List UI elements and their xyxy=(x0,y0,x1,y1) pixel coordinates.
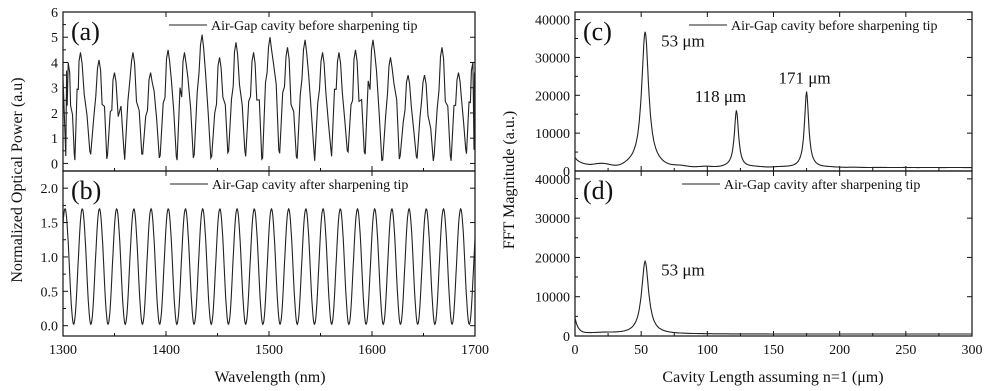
x-tick-label: 1500 xyxy=(255,343,283,358)
y-tick-label: 40000 xyxy=(535,173,570,188)
panel-label: (c) xyxy=(583,17,612,46)
x-tick-label: 1700 xyxy=(461,343,489,358)
y-tick-label: 0 xyxy=(563,330,570,345)
y-tick-label: 4 xyxy=(51,56,58,71)
y-tick-label: 2.0 xyxy=(41,182,59,197)
legend-label: Air-Gap cavity before sharpening tip xyxy=(731,19,938,34)
y-tick-label: 2 xyxy=(51,107,58,122)
y-tick-label: 10000 xyxy=(535,291,570,306)
series-line xyxy=(575,259,972,335)
x-tick-label: 1600 xyxy=(358,343,386,358)
peak-annotation: 53 μm xyxy=(661,260,705,279)
y-tick-label: 0.0 xyxy=(41,320,59,335)
x-axis-label-left: Wavelength (nm) xyxy=(214,369,325,386)
panel-label: (a) xyxy=(71,17,100,46)
chart-panel-b: 0.0 0.5 1.0 1.5 2.0 1300 1400 1500 1600 1700 (b) Ai… xyxy=(41,170,489,358)
y-tick-label: 5 xyxy=(51,31,58,46)
peak-annotation: 171 μm xyxy=(779,68,831,87)
series-line xyxy=(63,207,475,326)
chart-panel-c: 0 10000 20000 30000 40000 (c) Air-Gap cavity b… xyxy=(535,11,973,180)
y-tick-label: 30000 xyxy=(535,212,570,227)
y-tick-label: 0 xyxy=(51,157,58,172)
x-axis-label-right: Cavity Length assuming n=1 (μm) xyxy=(662,369,883,386)
y-axis-label-right: FFT Magnitude (a.u.) xyxy=(501,111,518,249)
plot-frame xyxy=(574,170,973,337)
x-tick-label: 1400 xyxy=(152,343,180,358)
y-tick-label: 0.5 xyxy=(41,285,59,300)
x-tick-label: 100 xyxy=(697,343,718,358)
legend-label: Air-Gap cavity before sharpening tip xyxy=(211,19,418,34)
chart-panel-d: 0 10000 20000 30000 40000 0 50 100 150 200 250 300 (… xyxy=(535,170,983,358)
panels: 0 1 2 3 4 5 6 (a) Air-Gap cavity before sharpeni… xyxy=(41,6,983,358)
series-line xyxy=(575,31,972,169)
peak-annotation: 53 μm xyxy=(661,32,705,51)
y-axis-label-left: Normalized Optical Power (a.u) xyxy=(9,77,26,282)
x-tick-label: 300 xyxy=(962,343,983,358)
x-tick-label: 150 xyxy=(763,343,784,358)
panel-label: (b) xyxy=(71,176,101,205)
x-tick-label: 200 xyxy=(829,343,850,358)
y-tick-label: 0 xyxy=(563,165,570,180)
x-tick-label: 50 xyxy=(634,343,648,358)
x-tick-label: 0 xyxy=(572,343,579,358)
y-tick-label: 20000 xyxy=(535,251,570,266)
legend-label: Air-Gap cavity after sharpening tip xyxy=(212,178,408,193)
peak-annotation: 118 μm xyxy=(695,87,746,106)
y-tick-label: 1.5 xyxy=(41,217,59,232)
series-line xyxy=(63,34,475,162)
x-tick-label: 1300 xyxy=(49,343,77,358)
chart-panel-a: 0 1 2 3 4 5 6 (a) Air-Gap cavity before sharpeni… xyxy=(51,6,476,172)
y-tick-label: 3 xyxy=(51,82,58,97)
y-tick-label: 40000 xyxy=(535,14,570,29)
legend-label: Air-Gap cavity after sharpening tip xyxy=(724,178,920,193)
y-tick-label: 1 xyxy=(51,132,58,147)
panel-label: (d) xyxy=(583,176,613,205)
y-tick-label: 6 xyxy=(51,6,58,21)
y-tick-label: 10000 xyxy=(535,127,570,142)
plot-frame xyxy=(62,11,476,172)
x-tick-label: 250 xyxy=(895,343,916,358)
y-tick-label: 1.0 xyxy=(41,251,59,266)
y-tick-label: 30000 xyxy=(535,51,570,66)
y-tick-label: 20000 xyxy=(535,89,570,104)
